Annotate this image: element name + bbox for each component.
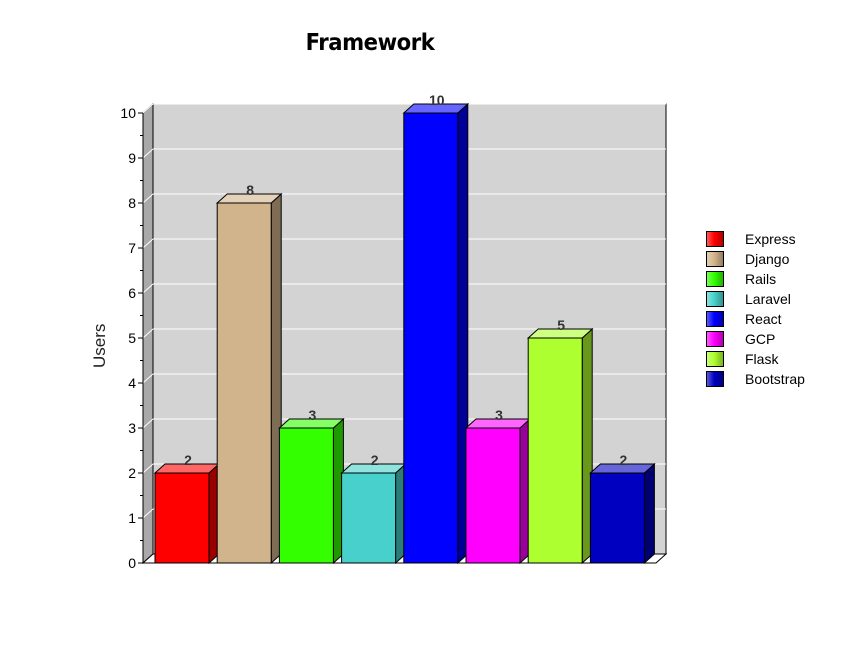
bar-bootstrap	[589, 462, 656, 565]
bar-front	[403, 112, 459, 564]
bar-react	[402, 102, 470, 565]
legend-label: Bootstrap	[745, 371, 805, 387]
gridline-side	[142, 283, 154, 294]
legend-item: Rails	[706, 269, 805, 289]
legend-label: Django	[745, 251, 790, 267]
y-tick-label: 2	[128, 465, 136, 481]
y-tick-label: 10	[120, 105, 136, 121]
gridline-side	[142, 148, 154, 159]
legend-item: Express	[706, 229, 805, 249]
y-tick-label: 5	[128, 330, 136, 346]
gridline-side	[142, 238, 154, 249]
legend-label: Flask	[745, 351, 779, 367]
gridline-side	[142, 418, 154, 429]
legend-label: Express	[745, 231, 796, 247]
legend-swatch	[706, 351, 724, 367]
bar-front	[154, 472, 210, 564]
bar-django	[215, 192, 283, 565]
y-tick-label: 3	[128, 420, 136, 436]
legend-item: Laravel	[706, 289, 805, 309]
legend-swatch	[706, 251, 724, 267]
gridline-side	[142, 463, 154, 474]
legend-label: React	[745, 311, 782, 327]
gridline-side	[142, 328, 154, 339]
y-tick-label: 6	[128, 285, 136, 301]
legend-swatch	[706, 331, 724, 347]
bar-front	[341, 472, 397, 564]
legend-label: Rails	[745, 271, 777, 287]
data-label: 5	[557, 317, 565, 333]
data-label: 2	[620, 452, 628, 468]
data-label: 8	[246, 182, 254, 198]
bar-front	[465, 427, 521, 564]
y-tick-label: 9	[128, 150, 136, 166]
gridline-side	[142, 373, 154, 384]
legend-label: GCP	[745, 331, 776, 347]
gridline-side	[142, 103, 154, 114]
data-label: 2	[184, 452, 192, 468]
y-tick-label: 7	[128, 240, 136, 256]
legend-label: Laravel	[745, 291, 791, 307]
y-tick-label: 0	[128, 555, 136, 571]
bar-rails	[278, 417, 345, 565]
data-label: 3	[495, 407, 503, 423]
bar-gcp	[464, 417, 532, 565]
bar-laravel	[340, 462, 407, 565]
legend-item: Django	[706, 249, 805, 269]
legend-item: React	[706, 309, 805, 329]
data-label: 10	[429, 92, 445, 108]
legend-item: Bootstrap	[706, 369, 805, 389]
y-tick-label: 4	[128, 375, 136, 391]
legend-swatch	[706, 231, 724, 247]
bar-side	[643, 462, 655, 565]
chart-title: Framework	[305, 30, 435, 56]
legend-swatch	[706, 311, 724, 327]
legend-swatch	[706, 371, 724, 387]
legend: Express Django Rails Laravel React GCP Flask Bo…	[706, 229, 805, 389]
y-tick-label: 1	[128, 510, 136, 526]
bar-flask	[526, 327, 594, 565]
legend-item: Flask	[706, 349, 805, 369]
data-label: 2	[371, 452, 379, 468]
y-tick-label: 8	[128, 195, 136, 211]
legend-item: GCP	[706, 329, 805, 349]
bar-express	[153, 462, 221, 565]
gridline-side	[142, 193, 154, 204]
data-label: 3	[309, 407, 317, 423]
legend-swatch	[706, 271, 724, 287]
bar-front	[589, 472, 645, 564]
bar-front	[216, 202, 272, 564]
bar-front	[278, 427, 334, 564]
bar-front	[527, 337, 583, 564]
gridline-side	[142, 508, 154, 519]
legend-swatch	[706, 291, 724, 307]
